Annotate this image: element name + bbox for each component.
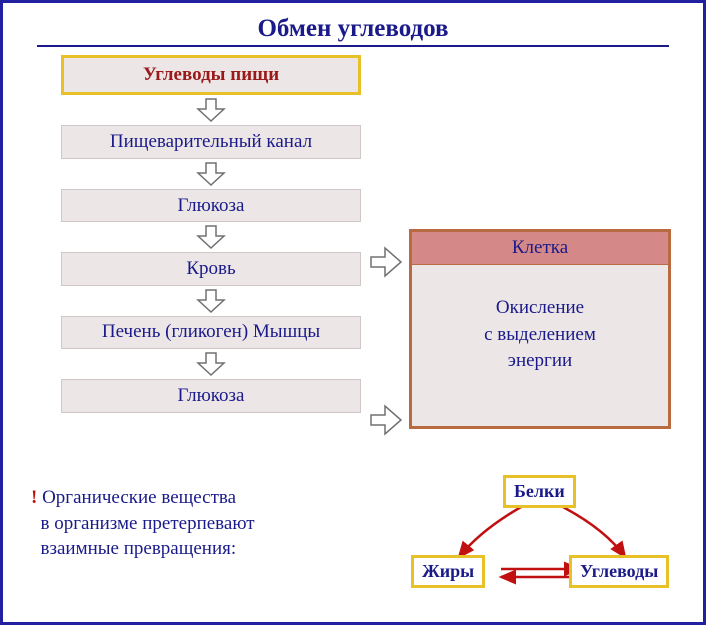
cell-header: Клетка [412, 232, 668, 265]
arrow-down-icon [61, 349, 361, 379]
flow-step-4-text: Печень (гликоген) Мышцы [102, 321, 320, 342]
arrow-right-icon [369, 403, 403, 437]
arrow-right-icon [369, 245, 403, 279]
cell-body: Окисление с выделением энергии [412, 265, 668, 405]
cell-body-line3: энергии [508, 350, 572, 371]
flow-step-1: Пищеварительный канал [61, 125, 361, 159]
cell-body-line2: с выделением [484, 324, 596, 345]
triangle-diagram: Белки Жиры Углеводы [411, 475, 673, 605]
arrow-down-icon [61, 95, 361, 125]
arrow-down-icon [61, 222, 361, 252]
flow-step-0: Углеводы пищи [61, 55, 361, 95]
flow-step-4: Печень (гликоген) Мышцы [61, 316, 361, 349]
note-line1: Органические вещества [37, 487, 236, 508]
triangle-node-fats: Жиры [411, 555, 485, 588]
flow-column: Углеводы пищи Пищеварительный канал Глюк… [61, 55, 361, 413]
cell-body-line1: Окисление [496, 297, 584, 318]
arrow-down-icon [61, 159, 361, 189]
page-frame: Обмен углеводов Углеводы пищи Пищеварите… [0, 0, 706, 625]
cell-panel: Клетка Окисление с выделением энергии [409, 229, 671, 429]
page-title: Обмен углеводов [37, 15, 669, 47]
arrow-down-icon [61, 286, 361, 316]
flow-step-3: Кровь [61, 252, 361, 286]
triangle-node-proteins: Белки [503, 475, 576, 508]
title-wrap: Обмен углеводов [31, 15, 675, 47]
triangle-node-carbs: Углеводы [569, 555, 669, 588]
content-area: Углеводы пищи Пищеварительный канал Глюк… [31, 55, 675, 615]
flow-step-2: Глюкоза [61, 189, 361, 223]
flow-step-5: Глюкоза [61, 379, 361, 413]
note-text: ! Органические вещества в организме прет… [31, 485, 391, 562]
note-line3: взаимные превращения: [41, 538, 237, 559]
note-line2: в организме претерпевают [41, 513, 255, 534]
